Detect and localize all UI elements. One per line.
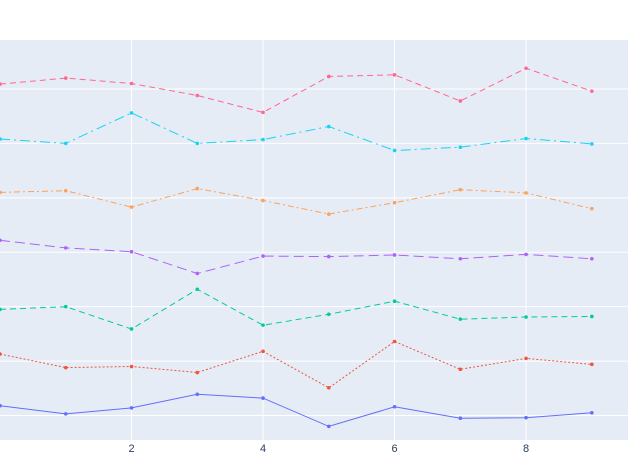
x-tick-label: 8 [523,443,529,455]
data-point [63,141,68,146]
data-point [458,416,463,421]
series-line [0,188,592,215]
data-point [261,198,265,203]
data-point [326,124,331,129]
series-4 [0,186,594,216]
data-point [261,110,265,115]
series-line [0,239,592,275]
x-axis-ticks: 2 4 6 8 [128,443,529,455]
data-point [63,188,68,193]
data-point [63,412,68,416]
data-point [590,89,594,93]
data-point [0,137,2,141]
data-point [129,406,134,410]
data-point [392,339,397,344]
data-point [0,82,2,86]
data-point [261,137,265,142]
data-point [326,385,331,390]
data-point [590,362,594,367]
data-point [129,205,134,209]
data-point [392,200,397,205]
data-point [524,136,528,141]
data-point [524,191,528,195]
data-point [0,238,2,243]
data-point [524,415,528,420]
series-6 [0,66,594,115]
series-line [0,288,592,330]
data-point [392,253,397,257]
series-1 [0,339,594,390]
data-point [63,304,68,309]
data-point [0,352,2,356]
series-line [0,340,592,389]
data-point [392,405,397,409]
data-point [63,76,68,80]
x-tick-label: 2 [128,443,134,455]
series-line [0,393,592,427]
data-point [590,314,594,319]
data-point [195,287,200,292]
data-point [590,142,594,146]
data-point [392,73,397,77]
data-point [524,252,528,257]
data-point [590,206,594,211]
data-point [524,356,528,361]
data-point [129,249,134,254]
data-point [590,410,594,415]
data-point [458,367,463,372]
series-0 [0,392,594,429]
data-point [0,403,2,408]
data-point [524,66,528,71]
data-point [458,145,463,150]
plot-background [0,40,628,440]
data-point [458,317,463,321]
data-point [458,99,463,103]
data-point [458,187,463,192]
data-point [261,396,265,400]
x-tick-label: 4 [260,443,266,455]
data-point [392,299,397,304]
data-point [261,349,265,354]
data-point [129,81,134,86]
grid-lines [0,40,628,440]
data-point [326,74,331,79]
series-group [0,66,594,429]
series-5 [0,111,594,153]
series-2 [0,287,594,331]
data-point [326,212,331,216]
data-point [195,370,200,375]
data-point [0,190,2,195]
data-point [195,271,200,276]
data-point [63,246,68,250]
data-point [326,312,331,317]
series-line [0,67,592,113]
data-point [261,323,265,327]
data-point [195,392,200,397]
data-point [195,186,200,191]
data-point [129,364,134,369]
data-point [63,365,68,370]
data-point [458,256,463,261]
data-point [0,307,2,312]
data-point [129,327,134,331]
series-line [0,112,592,152]
series-3 [0,238,594,276]
data-point [195,141,200,146]
data-point [326,424,331,429]
data-point [392,148,397,153]
data-point [524,315,528,319]
data-point [590,256,594,261]
data-point [261,254,265,258]
x-tick-label: 6 [391,443,397,455]
data-point [326,254,331,259]
data-point [129,111,134,115]
data-point [195,93,200,98]
